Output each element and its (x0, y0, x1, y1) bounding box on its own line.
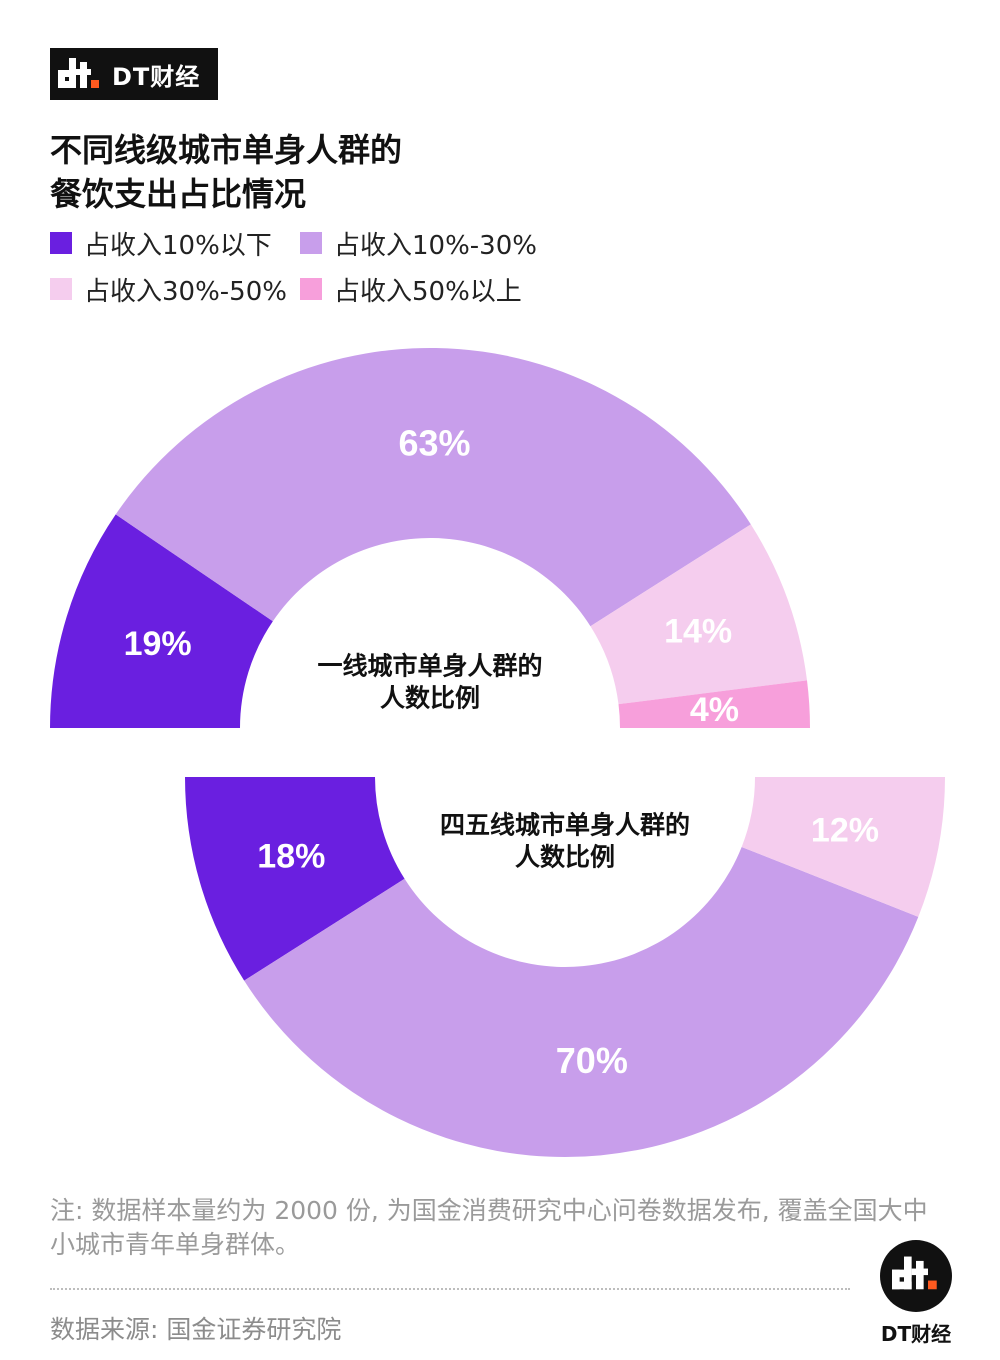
legend-item: 占收入30%-50% (50, 274, 300, 307)
slice-value-label: 19% (124, 625, 192, 663)
donut-center-label: 人数比例 (380, 684, 480, 713)
donut-center-label: 四五线城市单身人群的 (440, 811, 690, 840)
legend-item: 占收入10%-30% (300, 228, 600, 261)
dt-logo-icon (880, 1240, 952, 1312)
donut-slice (50, 514, 273, 728)
legend-swatch (50, 278, 72, 300)
slice-value-label: 63% (398, 423, 470, 464)
donut-slice (185, 777, 405, 981)
chart-title-line-2: 餐饮支出占比情况 (50, 175, 307, 213)
donut-slice (244, 846, 919, 1158)
chart-note: 注: 数据样本量约为 2000 份, 为国金消费研究中心问卷数据发布, 覆盖全国… (50, 1196, 928, 1259)
footer-brand: DT财经 (880, 1322, 952, 1346)
brand-badge: DT财经 (50, 48, 218, 100)
brand-name: DT财经 (112, 62, 201, 91)
chart-title: 不同线级城市单身人群的 餐饮支出占比情况 (50, 128, 650, 216)
legend: 占收入10%以下 占收入10%-30% 占收入30%-50% 占收入50%以上 (50, 228, 610, 307)
donut-slice (741, 777, 945, 917)
donut-slice (618, 680, 810, 728)
slice-value-label: 70% (556, 1040, 628, 1081)
divider (50, 1288, 850, 1290)
legend-swatch (50, 232, 72, 254)
data-source: 数据来源: 国金证券研究院 (50, 1315, 342, 1344)
legend-label: 占收入10%以下 (84, 230, 272, 261)
legend-label: 占收入30%-50% (84, 276, 287, 307)
legend-swatch (300, 232, 322, 254)
legend-item: 占收入10%以下 (50, 228, 300, 261)
slice-value-label: 12% (811, 811, 879, 849)
slice-value-label: 18% (257, 838, 325, 876)
donut-slice (590, 524, 808, 705)
legend-label: 占收入50%以上 (334, 276, 522, 307)
chart-title-line-1: 不同线级城市单身人群的 (50, 131, 403, 169)
donut-center-label: 一线城市单身人群的 (317, 652, 542, 681)
slice-value-label: 14% (664, 612, 732, 650)
legend-item: 占收入50%以上 (300, 274, 600, 307)
slice-value-label: 4% (690, 691, 739, 729)
donut-center-label: 人数比例 (515, 843, 615, 872)
dt-logo-icon (50, 48, 108, 100)
donut-slice (115, 347, 751, 627)
legend-swatch (300, 278, 322, 300)
legend-label: 占收入10%-30% (334, 230, 537, 261)
